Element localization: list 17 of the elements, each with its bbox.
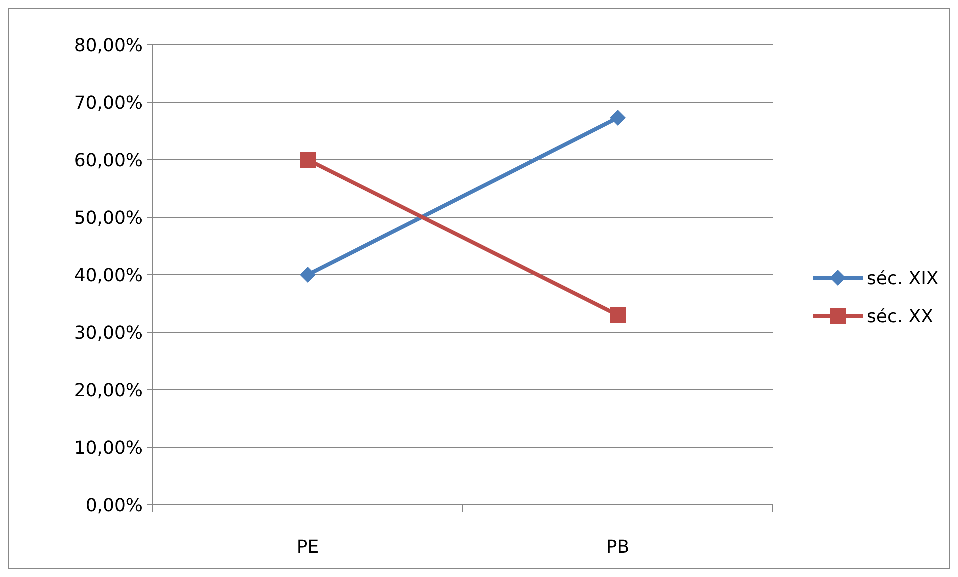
y-tick-label: 10,00% bbox=[74, 438, 143, 459]
y-tick-label: 80,00% bbox=[74, 35, 143, 56]
legend-label: séc. XX bbox=[867, 306, 934, 328]
y-tick-label: 50,00% bbox=[74, 208, 143, 229]
y-tick-label: 20,00% bbox=[74, 380, 143, 402]
y-tick-label: 0,00% bbox=[86, 495, 143, 516]
x-tick-label: PB bbox=[606, 537, 630, 558]
y-tick-label: 60,00% bbox=[74, 150, 143, 172]
y-tick-label: 30,00% bbox=[74, 322, 143, 344]
point bbox=[300, 267, 316, 283]
point bbox=[610, 110, 626, 126]
y-tick-label: 40,00% bbox=[74, 265, 143, 286]
x-tick-label: PE bbox=[296, 537, 320, 558]
y-tick-label: 70,00% bbox=[74, 92, 143, 114]
point bbox=[300, 152, 316, 168]
point bbox=[610, 307, 626, 324]
legend-label: séc. XIX bbox=[867, 268, 939, 290]
